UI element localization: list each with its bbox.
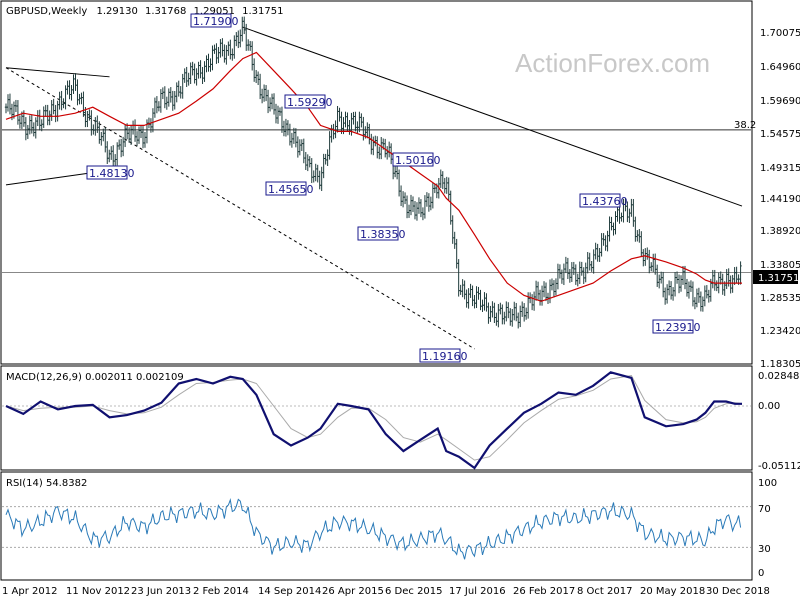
pivot-box: [86, 165, 128, 180]
x-tick-label: 26 Apr 2015: [322, 586, 384, 597]
pivot-box: [392, 152, 434, 167]
macd-tick-label: -0.051125: [758, 461, 800, 472]
rsi-tick-label: 30: [758, 544, 771, 555]
price-header: GBPUSD,Weekly 1.29130 1.31768 1.29051 1.…: [6, 6, 283, 17]
x-tick-label: 14 Sep 2014: [258, 586, 321, 597]
macd-signal-line: [5, 375, 743, 461]
watermark: ActionForex.com: [515, 48, 710, 78]
macd-tick-label: 0.028489: [758, 371, 800, 382]
price-y-axis: 1.70075 1.64960 1.59690 1.54575 1.49315 …: [760, 28, 800, 370]
pivot-box: [652, 319, 694, 334]
x-tick-label: 30 Dec 2018: [706, 586, 770, 597]
current-price-tag: [753, 270, 798, 284]
price-tick-label: 1.64960: [760, 62, 800, 73]
price-tick-label: 1.44190: [760, 194, 800, 205]
price-pane: [0, 0, 753, 365]
macd-line: [5, 371, 742, 470]
price-tick-label: 1.23420: [760, 326, 800, 337]
price-tick-label: 1.33805: [760, 260, 800, 271]
rsi-title: RSI(14) 54.8382: [6, 478, 87, 489]
open-value: 1.29130: [96, 6, 137, 17]
high-value: 1.31768: [145, 6, 186, 17]
x-tick-label: 8 Oct 2017: [577, 586, 632, 597]
pivot-label: 1.23910: [655, 321, 701, 334]
trendline: [5, 67, 475, 350]
x-tick-label: 11 Nov 2012: [66, 586, 130, 597]
x-tick-label: 23 Jun 2013: [131, 586, 191, 597]
pivot-box: [419, 348, 461, 363]
price-tick-label: 1.54575: [760, 129, 800, 140]
price-tick-label: 1.59690: [760, 96, 800, 107]
rsi-tick-label: 100: [758, 478, 777, 489]
macd-tick-label: 0.00: [758, 401, 780, 412]
pivot-label: 1.38350: [360, 228, 406, 241]
pivot-label: 1.48130: [89, 167, 135, 180]
low-value: 1.29051: [194, 6, 235, 17]
pivot-box: [190, 13, 232, 28]
fib-label: 38.2: [734, 120, 756, 131]
x-tick-label: 17 Jul 2016: [449, 586, 506, 597]
pivot-box: [357, 226, 399, 241]
x-axis: 1 Apr 2012 11 Nov 2012 23 Jun 2013 2 Feb…: [2, 586, 770, 597]
pivot-box: [265, 181, 307, 196]
price-tick-label: 1.18305: [760, 359, 800, 370]
price-tick-label: 1.38920: [760, 226, 800, 237]
x-tick-label: 1 Apr 2012: [2, 586, 57, 597]
close-value: 1.31751: [242, 6, 283, 17]
price-tick-label: 1.49315: [760, 163, 800, 174]
x-tick-label: 26 Feb 2017: [513, 586, 575, 597]
pivot-label: 1.50160: [395, 154, 441, 167]
pivot-label: 1.43760: [582, 195, 628, 208]
macd-title: MACD(12,26,9) 0.002011 0.002109: [6, 372, 184, 383]
pivot-label: 1.19160: [422, 350, 468, 363]
symbol-label: GBPUSD,Weekly: [6, 6, 87, 17]
pivot-label: 1.71900: [193, 15, 239, 28]
pivot-labels: 1.48130 1.71900 1.59290 1.45650 1.50160 …: [86, 13, 701, 363]
rsi-tick-label: 70: [758, 504, 771, 515]
rsi-line: [5, 497, 742, 560]
pivot-box: [579, 193, 621, 208]
x-tick-label: 2 Feb 2014: [193, 586, 249, 597]
price-tick-label: 1.28535: [760, 293, 800, 304]
trendline: [5, 67, 110, 78]
trendline: [242, 26, 743, 207]
pivot-label: 1.45650: [268, 183, 314, 196]
pivot-box: [284, 94, 326, 109]
rsi-tick-label: 0: [758, 568, 764, 579]
macd-pane: [0, 365, 753, 471]
pivot-label: 1.59290: [287, 96, 333, 109]
price-tick-label: 1.70075: [760, 28, 800, 39]
current-price-value: 1.31751: [758, 273, 799, 284]
rsi-pane: [0, 471, 753, 581]
x-tick-label: 20 May 2018: [640, 586, 705, 597]
x-tick-label: 6 Dec 2015: [385, 586, 443, 597]
